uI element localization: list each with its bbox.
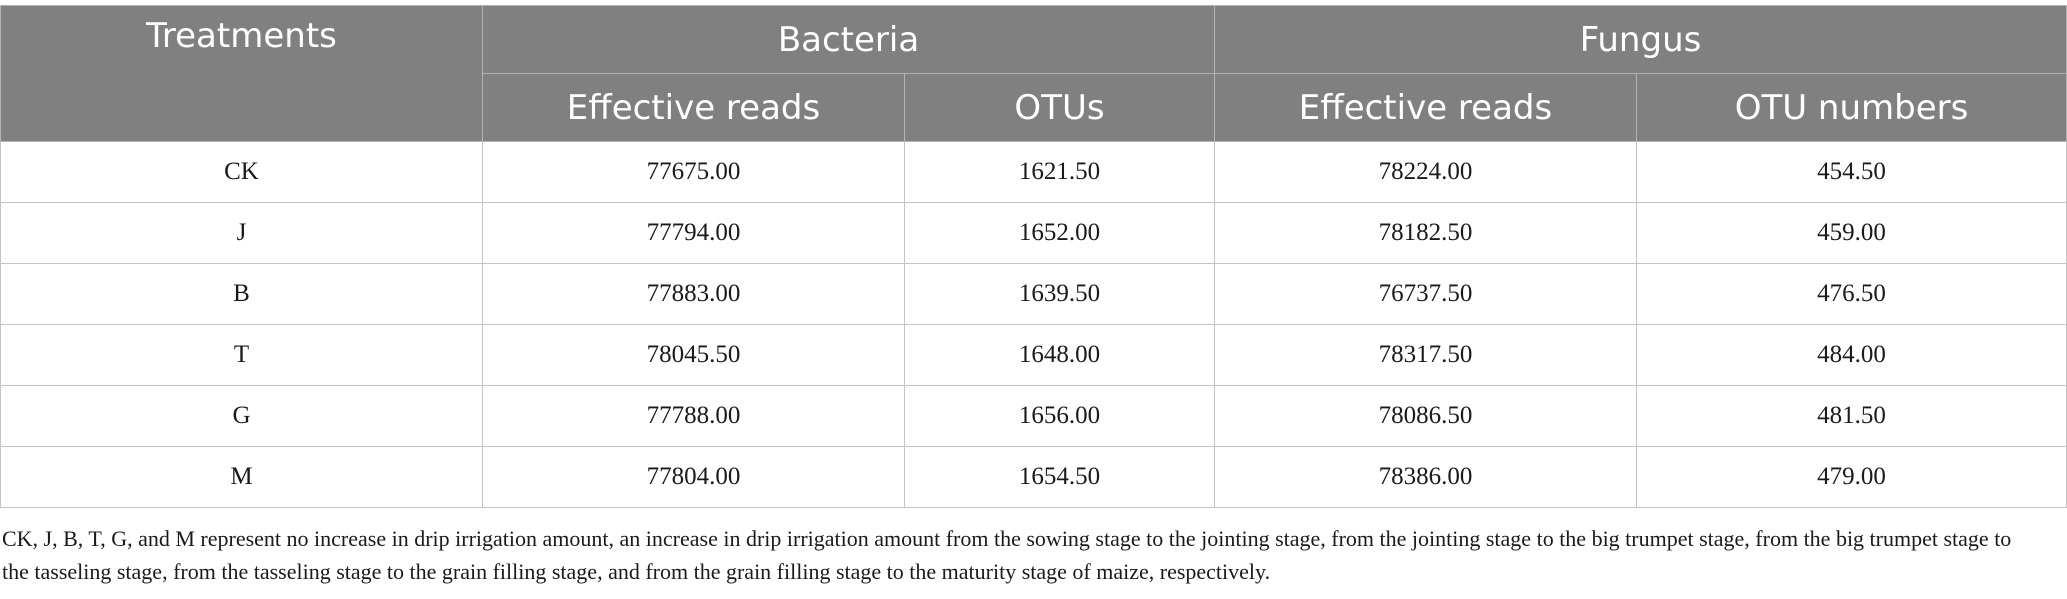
treatment-cell: T — [0, 324, 483, 386]
otu-reads-table: Treatments Bacteria Fungus Effective rea… — [0, 5, 2067, 508]
bacteria-reads-cell: 77675.00 — [482, 141, 905, 203]
table-row: J 77794.00 1652.00 78182.50 459.00 — [0, 202, 2067, 264]
bacteria-reads-cell: 77788.00 — [482, 385, 905, 447]
fungus-otu-numbers-header: OTU numbers — [1635, 73, 2067, 142]
bacteria-effective-reads-header: Effective reads — [482, 73, 905, 142]
fungus-reads-cell: 78182.50 — [1214, 202, 1637, 264]
fungus-otus-cell: 476.50 — [1635, 263, 2067, 325]
treatment-cell: M — [0, 446, 483, 508]
fungus-reads-cell: 76737.50 — [1214, 263, 1637, 325]
fungus-reads-cell: 78317.50 — [1214, 324, 1637, 386]
fungus-otus-cell: 484.00 — [1635, 324, 2067, 386]
fungus-reads-cell: 78086.50 — [1214, 385, 1637, 447]
table-body: CK 77675.00 1621.50 78224.00 454.50 J 77… — [0, 141, 2067, 508]
fungus-otus-cell: 479.00 — [1635, 446, 2067, 508]
table-row: T 78045.50 1648.00 78317.50 484.00 — [0, 324, 2067, 386]
header-row-top: Treatments Bacteria Fungus — [0, 5, 2067, 142]
table-row: B 77883.00 1639.50 76737.50 476.50 — [0, 263, 2067, 325]
header-row-sub: Effective reads OTUs Effective reads OTU… — [1, 73, 2067, 142]
bacteria-otus-cell: 1654.50 — [904, 446, 1215, 508]
treatment-cell: J — [0, 202, 483, 264]
fungus-reads-cell: 78224.00 — [1214, 141, 1637, 203]
bacteria-otus-cell: 1648.00 — [904, 324, 1215, 386]
bacteria-reads-cell: 77804.00 — [482, 446, 905, 508]
bacteria-reads-cell: 77794.00 — [482, 202, 905, 264]
bacteria-header: Bacteria — [482, 5, 1215, 74]
table-row: CK 77675.00 1621.50 78224.00 454.50 — [0, 141, 2067, 203]
data-table-container: Treatments Bacteria Fungus Effective rea… — [0, 5, 2067, 508]
fungus-effective-reads-header: Effective reads — [1214, 73, 1637, 142]
fungus-otus-cell: 454.50 — [1635, 141, 2067, 203]
fungus-otus-cell: 481.50 — [1635, 385, 2067, 447]
table-row: M 77804.00 1654.50 78386.00 479.00 — [0, 446, 2067, 508]
bacteria-otus-header: OTUs — [904, 73, 1215, 142]
treatment-cell: G — [0, 385, 483, 447]
bacteria-otus-cell: 1639.50 — [904, 263, 1215, 325]
bacteria-otus-cell: 1621.50 — [904, 141, 1215, 203]
table-header: Treatments Bacteria Fungus Effective rea… — [0, 5, 2067, 142]
fungus-reads-cell: 78386.00 — [1214, 446, 1637, 508]
treatments-header: Treatments — [0, 5, 483, 142]
table-footnote: CK, J, B, T, G, and M represent no incre… — [2, 526, 2012, 584]
treatment-cell: CK — [0, 141, 483, 203]
treatment-cell: B — [0, 263, 483, 325]
bacteria-reads-cell: 77883.00 — [482, 263, 905, 325]
bacteria-otus-cell: 1652.00 — [904, 202, 1215, 264]
table-row: G 77788.00 1656.00 78086.50 481.50 — [0, 385, 2067, 447]
bacteria-otus-cell: 1656.00 — [904, 385, 1215, 447]
bacteria-reads-cell: 78045.50 — [482, 324, 905, 386]
fungus-header: Fungus — [1213, 5, 2067, 74]
fungus-otus-cell: 459.00 — [1635, 202, 2067, 264]
